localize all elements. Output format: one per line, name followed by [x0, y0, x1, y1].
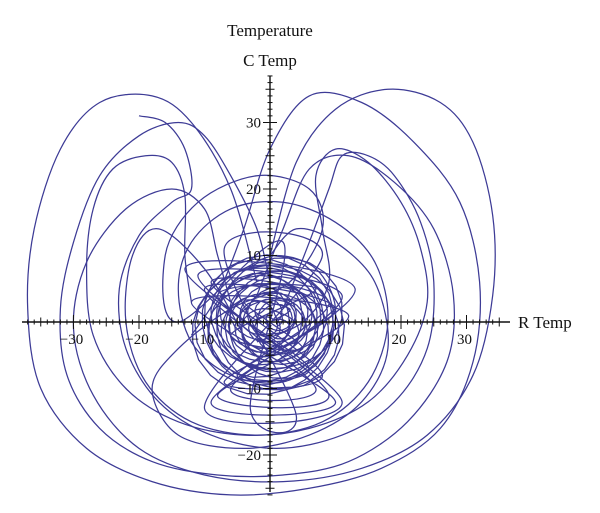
x-tick-label: −10 — [191, 332, 214, 348]
trajectory-curve-5 — [85, 148, 429, 436]
trajectory-curve-3 — [26, 91, 482, 496]
trajectory-curve-2 — [59, 121, 456, 478]
y-tick-label: 30 — [246, 116, 261, 132]
x-axis-title: R Temp — [518, 313, 572, 332]
x-tick-label: 10 — [326, 332, 341, 348]
trajectory-layer — [26, 88, 496, 496]
axes: −30 −20 −10 10 20 30 −20 −10 10 20 30 — [22, 75, 510, 496]
y-tick-label: 10 — [246, 249, 261, 265]
central-spiral-curve — [192, 254, 346, 395]
y-tick-label: −10 — [238, 382, 261, 398]
trajectory-curve-4 — [72, 88, 496, 483]
x-tick-label: −30 — [60, 332, 83, 348]
x-tick-label: 20 — [392, 332, 407, 348]
x-tick-label: 30 — [457, 332, 472, 348]
x-tick-label: −20 — [125, 332, 148, 348]
y-axis-title: C Temp — [243, 51, 297, 70]
tick-labels: −30 −20 −10 10 20 30 −20 −10 10 20 30 — [60, 116, 472, 465]
chart-title: Temperature — [227, 21, 313, 40]
trajectory-curve-6 — [117, 115, 435, 450]
tick-marks — [27, 75, 500, 496]
y-tick-label: −20 — [238, 448, 261, 464]
y-tick-label: 20 — [246, 182, 261, 198]
